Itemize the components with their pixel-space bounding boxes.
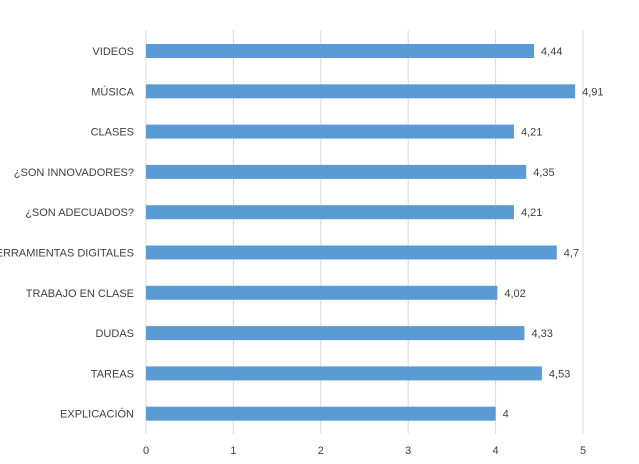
category-labels: VIDEOS MÚSICA CLASES ¿SON INNOVADORES? ¿SON … [0,46,135,421]
data-label: 4,7 [564,248,579,260]
data-label: 4,91 [582,86,603,98]
category-label: DUDAS [95,328,134,340]
bar [146,285,498,300]
data-label: 4,21 [521,127,542,139]
category-label: VIDEOS [92,46,134,58]
bar [146,84,576,99]
x-tick-label: 3 [405,445,411,457]
data-label: 4,33 [531,328,552,340]
category-label: ¿SON ADECUADOS? [25,207,134,219]
category-label: MÚSICA [91,85,134,98]
value-labels: 4,44 4,91 4,21 4,35 4,21 4,7 4,02 4,33 4,53 4 [503,46,604,421]
category-label: TRABAJO EN CLASE [26,288,134,300]
data-label: 4,02 [504,288,525,300]
category-label: EXPLICACIÓN [60,408,134,421]
bar [146,245,557,260]
bar [146,326,525,341]
category-label: TAREAS [91,368,134,380]
bar [146,205,514,220]
category-label: HERRAMIENTAS DIGITALES [0,248,134,260]
data-label: 4,44 [541,46,562,58]
data-label: 4 [503,409,509,421]
category-label: CLASES [91,127,134,139]
bar [146,366,542,381]
x-tick-label: 5 [580,445,586,457]
x-tick-label: 0 [143,445,149,457]
bar [146,406,496,421]
x-tick-label: 4 [493,445,499,457]
data-label: 4,21 [521,207,542,219]
x-axis-ticks: 0 1 2 3 4 5 [143,445,586,457]
data-label: 4,53 [549,368,570,380]
bars [146,44,576,421]
category-label: ¿SON INNOVADORES? [14,167,134,179]
x-tick-label: 1 [230,445,236,457]
bar [146,44,535,58]
x-tick-label: 2 [318,445,324,457]
bar [146,124,514,139]
data-label: 4,35 [533,167,554,179]
bar [146,164,527,179]
